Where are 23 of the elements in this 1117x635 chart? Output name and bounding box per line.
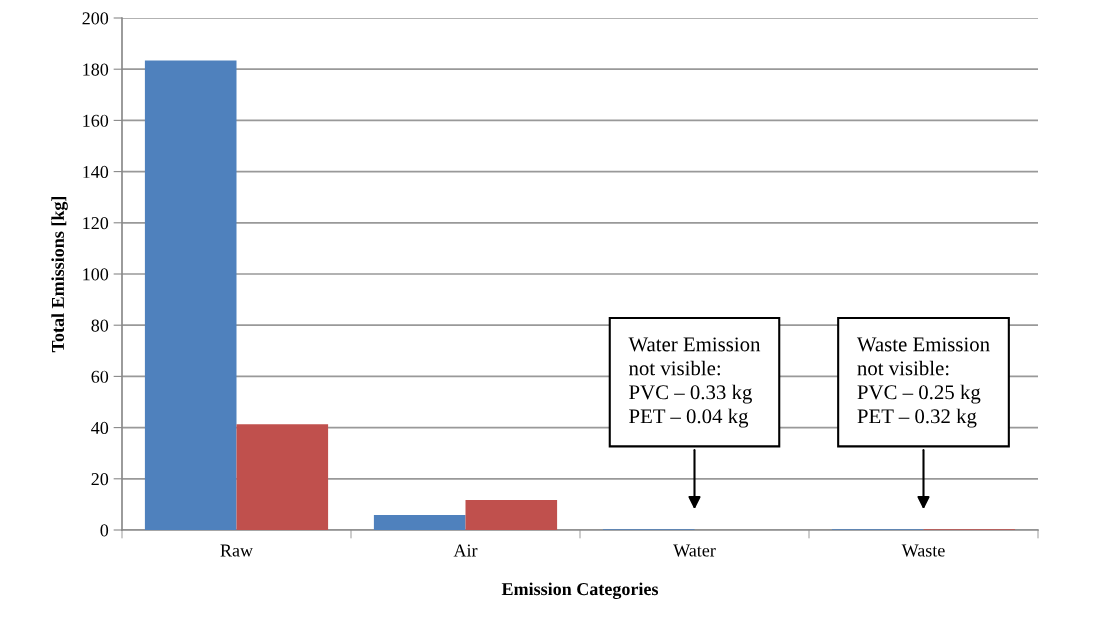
y-tick-label: 140 xyxy=(83,165,109,179)
y-tick-label: 80 xyxy=(91,319,109,332)
y-tick-label: 100 xyxy=(83,268,109,281)
y-tick-label: 120 xyxy=(83,217,109,230)
y-tick-label: 200 xyxy=(82,12,109,25)
x-tick-label: Air xyxy=(453,544,478,557)
y-tick-label: 40 xyxy=(91,421,109,435)
bar xyxy=(373,514,466,530)
x-tick-label: Waste xyxy=(901,544,945,557)
y-tick-label: 160 xyxy=(83,114,109,127)
annotation: Waste Emission not visible: PVC – 0.25 kg PET – 0.32 kg xyxy=(856,337,990,428)
bar xyxy=(465,500,558,530)
y-tick-label: 20 xyxy=(91,473,109,486)
y-axis-title: Total Emissions [kg] xyxy=(51,196,68,353)
bar xyxy=(144,60,237,530)
x-tick-label: Water xyxy=(673,544,716,557)
y-tick-label: 60 xyxy=(91,370,109,383)
x-tick-label: Raw xyxy=(220,544,253,557)
x-axis-title: Emission Categories xyxy=(501,582,659,599)
annotation: Water Emission not visible: PVC – 0.33 kg PET – 0.04 kg xyxy=(628,337,761,428)
y-tick-label: 180 xyxy=(83,63,109,76)
bar xyxy=(236,424,329,530)
y-tick-label: 0 xyxy=(100,524,109,537)
